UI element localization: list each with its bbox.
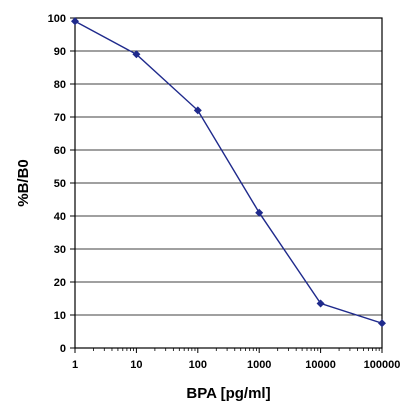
y-tick-label: 70 (54, 112, 66, 124)
grid-layer (75, 50, 382, 316)
data-point (378, 319, 386, 328)
data-point (193, 106, 202, 115)
y-tick-label: 30 (54, 244, 66, 256)
y-tick-label: 100 (48, 13, 66, 25)
x-axis: 1 10 100 1000 10000 100000 (72, 348, 400, 371)
y-tick-label: 0 (60, 343, 66, 355)
y-axis: 0 10 20 30 40 50 60 70 80 90 100 (48, 13, 75, 355)
x-tick-label: 100000 (364, 359, 401, 371)
data-point (316, 299, 325, 308)
y-tick-label: 40 (54, 211, 66, 223)
y-axis-title: %B/B0 (15, 159, 32, 207)
y-tick-label: 10 (54, 310, 66, 322)
x-tick-label: 10 (130, 359, 142, 371)
series-layer (71, 17, 386, 328)
x-tick-label: 1000 (247, 359, 271, 371)
data-point (255, 208, 264, 217)
x-tick-label: 100 (189, 359, 207, 371)
y-tick-label: 50 (54, 178, 66, 190)
series-line (74, 20, 383, 324)
y-tick-label: 60 (54, 145, 66, 157)
data-point (71, 17, 79, 26)
y-tick-label: 80 (54, 79, 66, 91)
data-point (132, 50, 141, 59)
x-tick-label: 1 (72, 359, 78, 371)
x-axis-title: BPA [pg/ml] (186, 385, 270, 402)
y-tick-label: 20 (54, 277, 66, 289)
y-tick-label: 90 (54, 46, 66, 58)
x-tick-label: 10000 (305, 359, 336, 371)
